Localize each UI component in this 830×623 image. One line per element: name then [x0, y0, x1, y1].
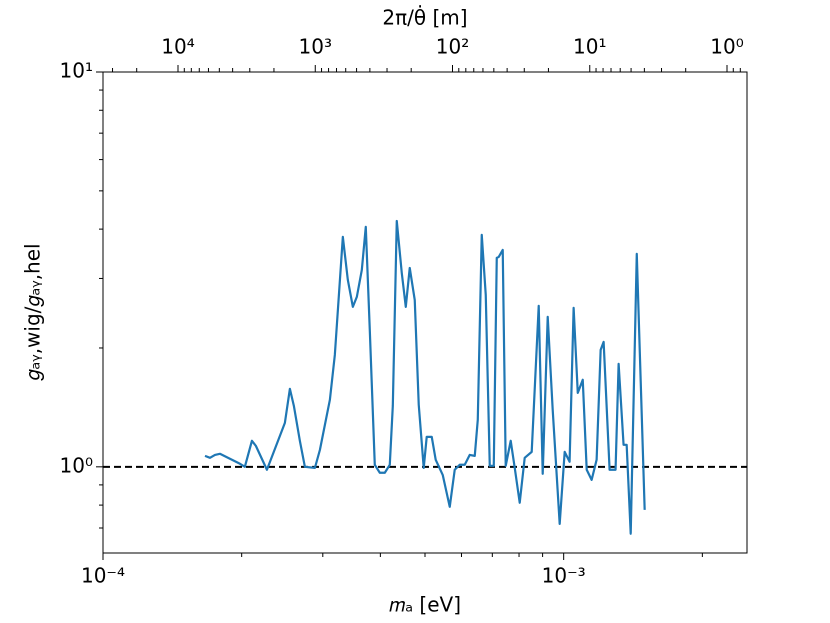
top-tick-label: 10⁴ — [161, 35, 194, 59]
y-tick-label: 10¹ — [60, 59, 93, 83]
x-tick-label: 10⁻⁴ — [81, 564, 125, 588]
y-axis-label: 𝑔ₐᵧ,wig/𝑔ₐᵧ,hel — [21, 243, 45, 380]
top-tick-label: 10⁰ — [710, 35, 743, 59]
y-tick-label: 10⁰ — [60, 453, 93, 477]
plot-frame — [102, 71, 748, 554]
top-tick-label: 10¹ — [573, 35, 606, 59]
data-line — [204, 219, 646, 535]
x-axis-label: 𝑚ₐ [eV] — [389, 593, 461, 617]
x-tick-label: 10⁻³ — [542, 564, 586, 588]
top-axis-label: 2π/θ̇ [m] — [382, 5, 467, 30]
top-tick-label: 10³ — [299, 35, 332, 59]
top-tick-label: 10² — [436, 35, 469, 59]
